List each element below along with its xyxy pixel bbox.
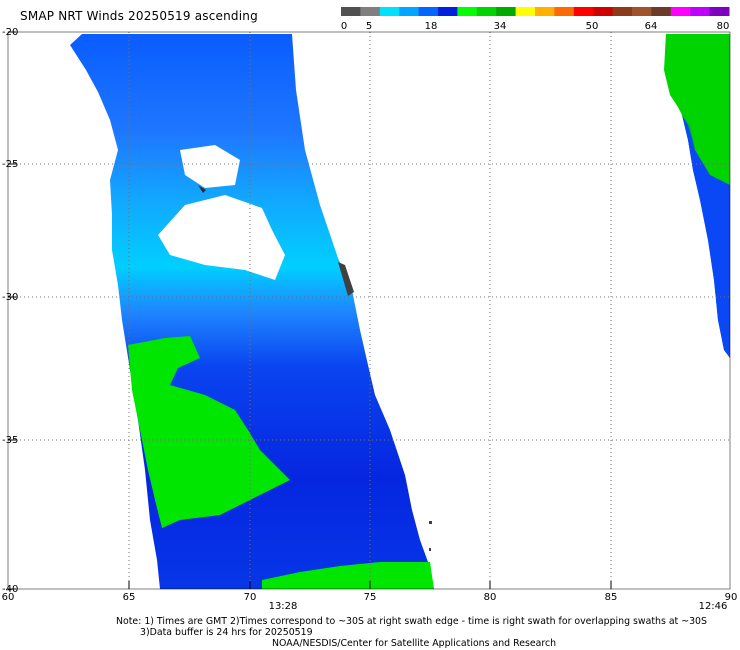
right-swath-blue xyxy=(682,115,730,358)
colorbar-segment xyxy=(360,7,381,16)
map-frame xyxy=(7,31,731,590)
lat-label: -40 xyxy=(2,584,18,595)
lon-label: 60 xyxy=(2,592,15,603)
lon-label: 90 xyxy=(725,592,738,603)
colorbar-segment xyxy=(612,7,633,16)
colorbar-segment xyxy=(418,7,439,16)
low-wind-spot xyxy=(338,262,354,296)
colorbar-segment xyxy=(476,7,497,16)
colorbar-tick-label: 0 xyxy=(341,21,347,32)
colorbar-segment xyxy=(399,7,420,16)
tick-marks xyxy=(8,31,612,590)
left-swath-time: 13:28 xyxy=(269,601,298,612)
colorbar-tick-label: 34 xyxy=(494,21,507,32)
footnote-line-1: Note: 1) Times are GMT 2)Times correspon… xyxy=(116,616,707,627)
colorbar-segment xyxy=(379,7,400,16)
colorbar: 0 5 18 34 50 64 80 xyxy=(341,7,730,32)
colorbar-segment xyxy=(535,7,555,16)
colorbar-segment xyxy=(632,7,652,16)
colorbar-segment xyxy=(341,7,361,16)
left-swath xyxy=(70,34,434,589)
colorbar-tick-label: 50 xyxy=(586,21,599,32)
colorbar-segment xyxy=(438,7,458,16)
footnote-line-2: 3)Data buffer is 24 hrs for 20250519 xyxy=(140,627,313,638)
no-data-hole-1 xyxy=(180,145,240,188)
no-data-hole-2 xyxy=(158,195,285,280)
speck-2 xyxy=(429,521,432,524)
colorbar-segment xyxy=(457,7,478,16)
colorbar-segment xyxy=(554,7,575,16)
footnote-line-3: NOAA/NESDIS/Center for Satellite Applica… xyxy=(272,638,557,649)
colorbar-tick-label: 80 xyxy=(717,21,730,32)
lon-label: 70 xyxy=(244,592,257,603)
map-title: SMAP NRT Winds 20250519 ascending xyxy=(20,9,258,23)
lon-label: 75 xyxy=(364,592,377,603)
lat-label: -30 xyxy=(2,292,18,303)
low-wind-spot-2 xyxy=(198,185,206,193)
right-swath-green xyxy=(664,34,730,185)
colorbar-tick-label: 5 xyxy=(366,21,372,32)
lat-label: -35 xyxy=(2,435,18,446)
lon-label: 80 xyxy=(484,592,497,603)
colorbar-tick-label: 18 xyxy=(425,21,438,32)
colorbar-segment xyxy=(651,7,672,16)
speck xyxy=(730,398,733,410)
colorbar-segment xyxy=(515,7,536,16)
colorbar-segment xyxy=(496,7,517,16)
colorbar-segment xyxy=(573,7,594,16)
lon-labels: 60 65 70 75 80 85 90 xyxy=(2,592,738,603)
lat-label: -20 xyxy=(2,27,18,38)
lat-label: -25 xyxy=(2,159,18,170)
colorbar-segment xyxy=(690,7,711,16)
green-wind-region-bottom xyxy=(262,562,434,589)
speck-3 xyxy=(429,548,431,551)
colorbar-segment xyxy=(670,7,691,16)
lon-label: 85 xyxy=(605,592,618,603)
colorbar-tick-label: 64 xyxy=(645,21,658,32)
colorbar-segment xyxy=(709,7,730,16)
right-swath-time: 12:46 xyxy=(699,601,728,612)
lon-label: 65 xyxy=(123,592,136,603)
colorbar-segment xyxy=(593,7,614,16)
lat-labels: -20 -25 -30 -35 -40 xyxy=(2,27,18,595)
grid xyxy=(8,32,730,589)
